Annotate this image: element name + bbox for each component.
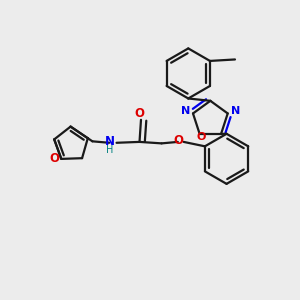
Text: O: O — [49, 152, 59, 165]
Text: H: H — [106, 145, 114, 155]
Text: N: N — [105, 135, 115, 148]
Text: N: N — [181, 106, 190, 116]
Text: O: O — [134, 107, 145, 120]
Text: O: O — [196, 132, 206, 142]
Text: O: O — [173, 134, 183, 147]
Text: N: N — [231, 106, 241, 116]
